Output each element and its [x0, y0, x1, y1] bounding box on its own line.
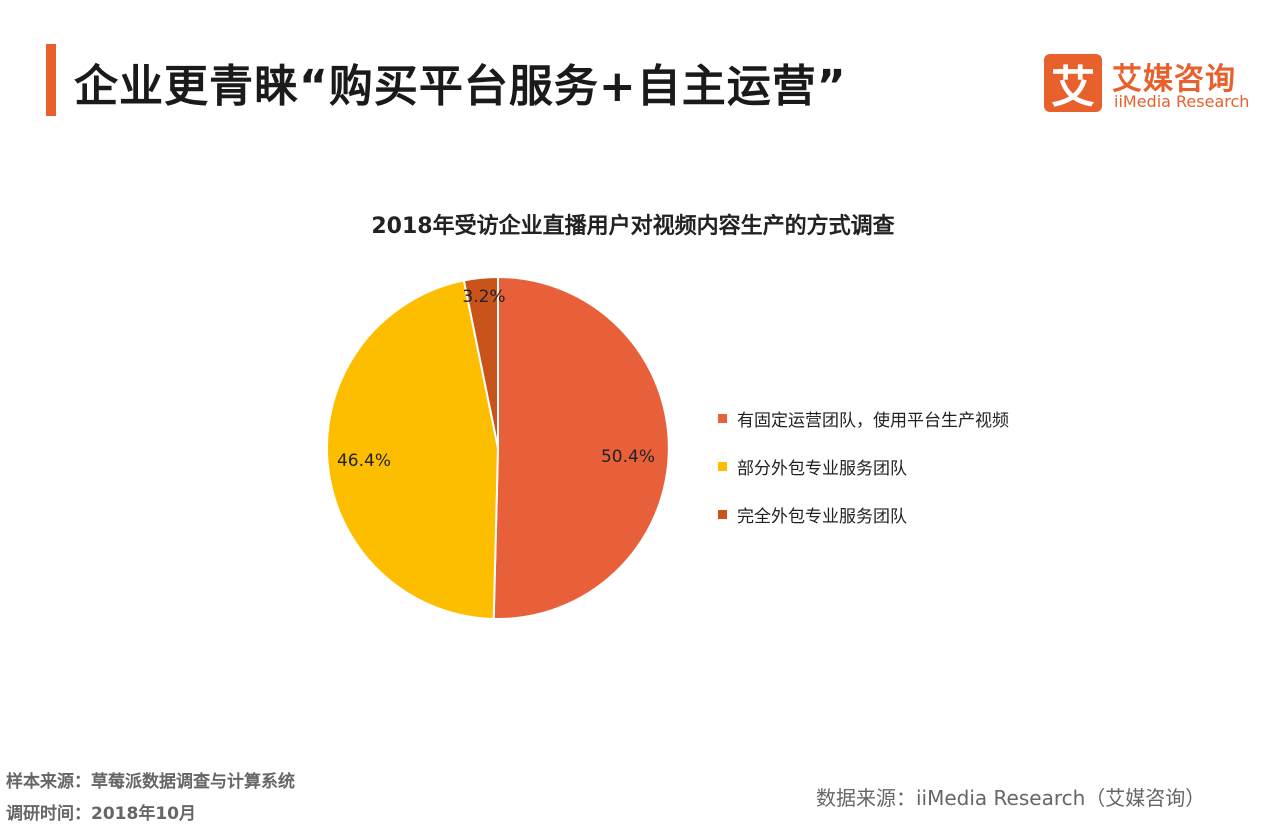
logo-name-en: iiMedia Research	[1114, 92, 1250, 111]
pie-slice	[462, 275, 499, 449]
logo-icon: 艾	[1044, 54, 1102, 113]
data-label: 3.2%	[462, 287, 505, 307]
pie-slice	[492, 275, 670, 620]
sample-source: 样本来源：草莓派数据调查与计算系统	[6, 772, 295, 792]
logo-name-cn: 艾媒咨询	[1112, 62, 1236, 97]
brand-logo: 艾 艾媒咨询 iiMedia Research	[1044, 54, 1249, 114]
data-source: 数据来源：iiMedia Research（艾媒咨询）	[816, 786, 1206, 810]
chart-legend: 有固定运营团队，使用平台生产视频 部分外包专业服务团队 完全外包专业服务团队	[718, 406, 1009, 550]
survey-time: 调研时间：2018年10月	[6, 804, 196, 824]
legend-item: 完全外包专业服务团队	[718, 502, 1009, 527]
pie-slice	[326, 279, 500, 620]
legend-swatch	[718, 461, 727, 471]
legend-label: 完全外包专业服务团队	[737, 506, 907, 527]
legend-swatch	[718, 413, 727, 423]
data-label: 50.4%	[601, 447, 655, 467]
legend-item: 部分外包专业服务团队	[718, 454, 1009, 479]
legend-swatch	[718, 509, 727, 519]
footer-notes: 样本来源：草莓派数据调查与计算系统 调研时间：2018年10月	[6, 766, 295, 830]
pie-chart: 50.4% 46.4% 3.2%	[326, 275, 670, 620]
data-label: 46.4%	[337, 451, 391, 471]
title-accent-bar	[46, 44, 56, 116]
legend-label: 有固定运营团队，使用平台生产视频	[737, 410, 1009, 431]
legend-item: 有固定运营团队，使用平台生产视频	[718, 406, 1009, 431]
chart-title: 2018年受访企业直播用户对视频内容生产的方式调查	[371, 214, 895, 239]
legend-label: 部分外包专业服务团队	[737, 458, 907, 479]
page-title: 企业更青睐“购买平台服务+自主运营”	[74, 61, 847, 112]
